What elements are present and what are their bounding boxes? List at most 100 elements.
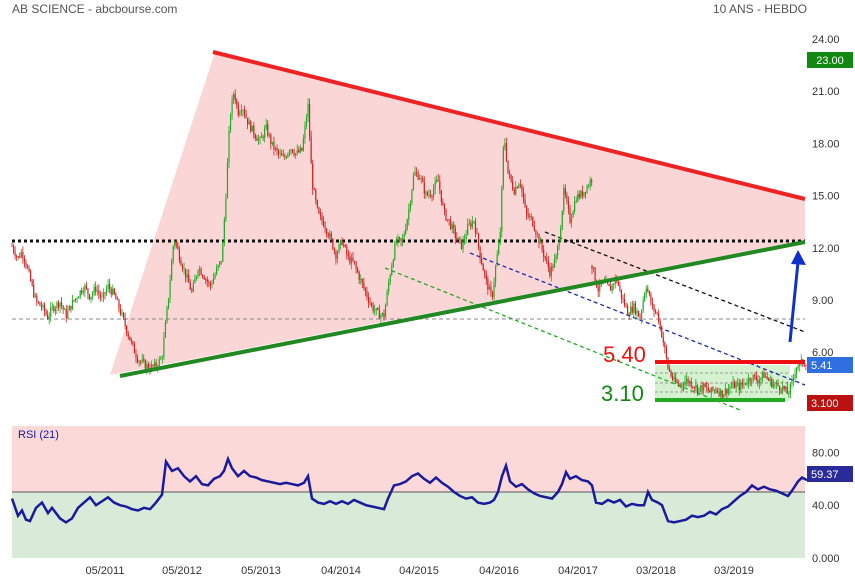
candle-body	[202, 275, 204, 277]
candle-body	[273, 141, 275, 150]
candle-body	[673, 377, 675, 380]
candle-body	[78, 296, 80, 299]
candle-body	[648, 291, 650, 295]
candle-body	[380, 315, 382, 319]
candle-body	[90, 296, 92, 300]
candle-body	[457, 237, 459, 240]
candle-body	[74, 298, 77, 301]
candle-body	[237, 104, 239, 116]
candle-body	[544, 256, 546, 259]
candle-body	[726, 388, 728, 394]
candle-body	[647, 288, 649, 292]
candle-body	[584, 192, 587, 193]
candle-body	[627, 306, 629, 315]
candle-body	[487, 279, 489, 290]
candle-body	[592, 267, 595, 269]
candle-body	[160, 358, 162, 360]
candle-body	[440, 190, 442, 203]
candle-body	[225, 197, 227, 220]
candle-body	[130, 340, 132, 342]
candle-body	[681, 384, 683, 386]
candle-body	[175, 241, 177, 245]
candle-body	[205, 279, 207, 281]
candle-body	[220, 261, 222, 263]
candle-body	[645, 288, 647, 294]
candle-body	[659, 321, 661, 327]
price-tick-label: 6.00	[812, 347, 833, 359]
rsi-y-axis: 80.00 40.00 0.000	[812, 447, 840, 565]
candle-body	[392, 259, 394, 267]
rsi-value-tag: 59.37	[811, 469, 839, 481]
candle-body	[143, 359, 145, 361]
candle-body	[789, 383, 791, 394]
candle-body	[54, 308, 56, 312]
candle-body	[40, 305, 43, 308]
candle-body	[132, 341, 134, 344]
candle-body	[185, 268, 187, 278]
candle-body	[738, 383, 740, 391]
candle-body	[79, 290, 81, 297]
time-tick-label: 04/2015	[399, 565, 439, 577]
candle-body	[367, 297, 370, 303]
candle-body	[434, 181, 436, 190]
candle-body	[318, 207, 320, 214]
candle-body	[442, 202, 444, 205]
candle-body	[20, 251, 22, 258]
candle-body	[107, 284, 109, 289]
candle-body	[546, 258, 548, 261]
candle-body	[352, 257, 354, 262]
candle-body	[591, 265, 593, 269]
candle-body	[788, 393, 790, 395]
candle-body	[409, 202, 411, 210]
candle-body	[256, 138, 258, 141]
candle-body	[526, 206, 528, 214]
candle-body	[333, 248, 335, 252]
candle-body	[386, 291, 388, 305]
candle-body	[31, 280, 33, 285]
candle-body	[119, 308, 122, 315]
time-tick-label: 05/2013	[241, 565, 281, 577]
candle-body	[76, 298, 78, 300]
candle-body	[412, 175, 415, 190]
candle-body	[737, 383, 739, 385]
candle-body	[656, 312, 658, 314]
candle-body	[530, 216, 532, 218]
candle-body	[777, 382, 779, 386]
price-tag-bg	[807, 395, 853, 411]
candle-body	[47, 314, 49, 320]
candle-body	[527, 213, 529, 217]
candle-body	[336, 252, 339, 259]
candle-body	[374, 310, 376, 312]
candle-body	[177, 244, 179, 250]
candle-body	[650, 294, 652, 304]
candle-body	[664, 342, 666, 348]
chart-period-label: 10 ANS - HEBDO	[712, 2, 807, 16]
candle-body	[247, 117, 249, 125]
candle-body	[214, 274, 216, 279]
time-tick-label: 04/2014	[321, 565, 361, 577]
candle-body	[67, 310, 69, 319]
candle-body	[355, 262, 357, 269]
level-label-540: 5.40	[603, 342, 646, 367]
candle-body	[101, 297, 103, 299]
candle-body	[572, 211, 574, 218]
candle-body	[363, 282, 365, 289]
candle-body	[460, 239, 463, 249]
candle-body	[253, 125, 255, 135]
candle-body	[783, 385, 785, 389]
candle-body	[491, 292, 494, 298]
candle-body	[395, 241, 397, 244]
candle-body	[242, 110, 244, 111]
candle-body	[581, 190, 583, 197]
candle-body	[744, 383, 747, 385]
candle-body	[282, 155, 284, 157]
candle-body	[672, 376, 674, 380]
candle-body	[188, 274, 190, 283]
candle-body	[206, 279, 208, 282]
candle-body	[169, 280, 171, 299]
candle-body	[608, 283, 610, 287]
candle-body	[707, 387, 709, 391]
candle-body	[178, 249, 180, 261]
candle-body	[34, 295, 36, 297]
candle-body	[126, 326, 128, 334]
